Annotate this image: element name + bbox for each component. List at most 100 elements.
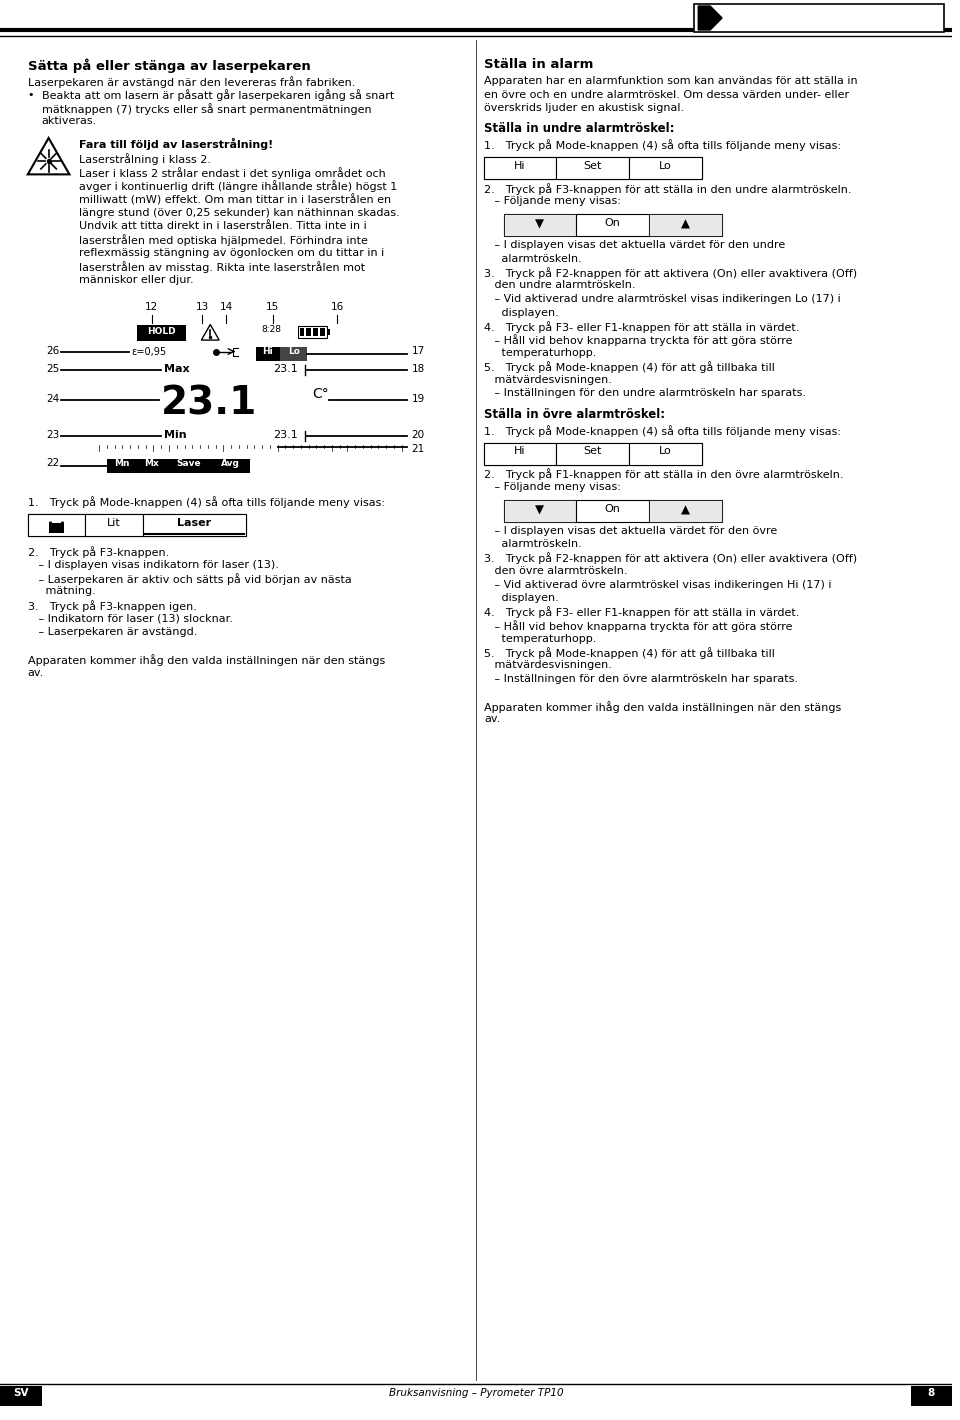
- Text: Laser i klass 2 strålar endast i det synliga området och: Laser i klass 2 strålar endast i det syn…: [80, 168, 386, 179]
- Text: 16: 16: [330, 302, 344, 312]
- Text: 8:28: 8:28: [262, 325, 282, 334]
- Bar: [649, 500, 722, 521]
- Text: Fara till följd av laserstrålning!: Fara till följd av laserstrålning!: [80, 138, 274, 151]
- Text: laserstrålen av misstag. Rikta inte laserstrålen mot: laserstrålen av misstag. Rikta inte lase…: [80, 261, 366, 274]
- Text: människor eller djur.: människor eller djur.: [80, 275, 194, 285]
- Text: Set: Set: [583, 160, 601, 170]
- Text: den undre alarmtröskeln.: den undre alarmtröskeln.: [484, 281, 636, 291]
- Bar: [484, 443, 702, 464]
- Text: Sätta på eller stänga av laserpekaren: Sätta på eller stänga av laserpekaren: [28, 58, 310, 72]
- Polygon shape: [698, 6, 722, 30]
- Text: SV: SV: [13, 1387, 29, 1399]
- Text: displayen.: displayen.: [484, 308, 559, 318]
- Text: mätning.: mätning.: [28, 586, 96, 596]
- Text: Bruksanvisning – Pyrometer TP10: Bruksanvisning – Pyrometer TP10: [389, 1387, 564, 1399]
- Bar: [49, 523, 64, 532]
- Bar: [108, 459, 137, 473]
- Text: ε=0,95: ε=0,95: [131, 346, 166, 356]
- Bar: [557, 158, 629, 179]
- Text: Beakta att om lasern är påsatt går laserpekaren igång så snart: Beakta att om lasern är påsatt går laser…: [41, 89, 394, 101]
- Polygon shape: [28, 138, 69, 175]
- Text: 23.1: 23.1: [160, 385, 257, 423]
- Bar: [504, 500, 722, 521]
- Bar: [300, 328, 304, 335]
- Text: 19: 19: [412, 395, 425, 405]
- Text: On: On: [604, 219, 620, 229]
- Text: – Indikatorn för laser (13) slocknar.: – Indikatorn för laser (13) slocknar.: [28, 613, 232, 623]
- Bar: [137, 325, 186, 341]
- Bar: [694, 4, 945, 33]
- Text: ▲: ▲: [681, 504, 690, 517]
- Text: – Inställningen för den undre alarmtröskeln har sparats.: – Inställningen för den undre alarmtrösk…: [484, 389, 806, 399]
- Text: Max: Max: [163, 365, 189, 375]
- Text: temperaturhopp.: temperaturhopp.: [484, 633, 596, 643]
- Text: – Laserpekaren är avstängd.: – Laserpekaren är avstängd.: [28, 628, 197, 638]
- Bar: [279, 346, 307, 361]
- Text: Avg: Avg: [221, 460, 240, 469]
- Bar: [210, 459, 250, 473]
- Text: ▼: ▼: [535, 219, 544, 231]
- Text: Ställa in undre alarmtröskel:: Ställa in undre alarmtröskel:: [484, 122, 675, 135]
- Text: 12: 12: [145, 302, 158, 312]
- Text: – Vid aktiverad undre alarmtröskel visas indikeringen Lo (17) i: – Vid aktiverad undre alarmtröskel visas…: [484, 294, 841, 304]
- Text: 8: 8: [927, 1387, 935, 1399]
- Text: av.: av.: [484, 714, 500, 724]
- Text: 2. Tryck på F3-knappen för att ställa in den undre alarmtröskeln.: 2. Tryck på F3-knappen för att ställa in…: [484, 183, 852, 195]
- Text: – Håll vid behov knapparna tryckta för att göra större: – Håll vid behov knapparna tryckta för a…: [484, 335, 793, 346]
- Text: milliwatt (mW) effekt. Om man tittar in i laserstrålen en: milliwatt (mW) effekt. Om man tittar in …: [80, 195, 392, 206]
- Text: – I displayen visas det aktuella värdet för den undre: – I displayen visas det aktuella värdet …: [484, 240, 785, 250]
- Text: av.: av.: [28, 667, 44, 677]
- Text: 1. Tryck på Mode-knappen (4) så ofta tills följande meny visas:: 1. Tryck på Mode-knappen (4) så ofta til…: [484, 139, 841, 152]
- Text: ▲: ▲: [681, 219, 690, 231]
- Text: Hi: Hi: [514, 446, 525, 456]
- Text: Hi: Hi: [514, 160, 525, 170]
- Text: 2. Tryck på F3-knappen.: 2. Tryck på F3-knappen.: [28, 547, 169, 558]
- Text: 5. Tryck på Mode-knappen (4) för att gå tillbaka till: 5. Tryck på Mode-knappen (4) för att gå …: [484, 648, 775, 659]
- Bar: [504, 214, 576, 236]
- Text: 1. Tryck på Mode-knappen (4) så ofta tills följande meny visas:: 1. Tryck på Mode-knappen (4) så ofta til…: [484, 425, 841, 437]
- Text: Lo: Lo: [288, 348, 300, 356]
- Text: 14: 14: [220, 302, 232, 312]
- Text: Mx: Mx: [144, 460, 159, 469]
- Text: avger i kontinuerlig drift (längre ihållande stråle) högst 1: avger i kontinuerlig drift (längre ihåll…: [80, 180, 397, 192]
- Text: Hi: Hi: [262, 348, 274, 356]
- Bar: [167, 459, 210, 473]
- Text: 3. Tryck på F2-knappen för att aktivera (On) eller avaktivera (Off): 3. Tryck på F2-knappen för att aktivera …: [484, 552, 857, 564]
- Bar: [629, 443, 702, 464]
- Text: C°: C°: [312, 386, 329, 400]
- Text: Laserpekaren är avstängd när den levereras från fabriken.: Laserpekaren är avstängd när den leverer…: [28, 77, 355, 88]
- Text: Ställa in övre alarmtröskel:: Ställa in övre alarmtröskel:: [484, 408, 665, 420]
- Text: 23.1: 23.1: [273, 365, 298, 375]
- Bar: [484, 443, 557, 464]
- Text: en övre och en undre alarmtröskel. Om dessa värden under- eller: en övre och en undre alarmtröskel. Om de…: [484, 89, 850, 99]
- Text: alarmtröskeln.: alarmtröskeln.: [484, 540, 582, 550]
- Text: – Inställningen för den övre alarmtröskeln har sparats.: – Inställningen för den övre alarmtröske…: [484, 674, 798, 684]
- Bar: [256, 346, 279, 361]
- Text: Lit: Lit: [108, 518, 121, 528]
- Text: temperaturhopp.: temperaturhopp.: [484, 348, 596, 358]
- Bar: [484, 158, 702, 179]
- Bar: [28, 514, 85, 535]
- Text: mätvärdesvisningen.: mätvärdesvisningen.: [484, 375, 612, 385]
- Text: – Håll vid behov knapparna tryckta för att göra större: – Håll vid behov knapparna tryckta för a…: [484, 621, 793, 632]
- Bar: [28, 514, 246, 535]
- Text: längre stund (över 0,25 sekunder) kan näthinnan skadas.: längre stund (över 0,25 sekunder) kan nä…: [80, 207, 400, 217]
- Bar: [504, 500, 576, 521]
- Text: Laser: Laser: [178, 518, 211, 528]
- Text: mätknappen (7) trycks eller så snart permanentmätningen: mätknappen (7) trycks eller så snart per…: [41, 104, 372, 115]
- Text: HOLD: HOLD: [147, 327, 176, 335]
- Bar: [629, 158, 702, 179]
- Text: 2. Tryck på F1-knappen för att ställa in den övre alarmtröskeln.: 2. Tryck på F1-knappen för att ställa in…: [484, 469, 844, 480]
- Text: 22: 22: [46, 459, 60, 469]
- Text: TROTEC: TROTEC: [726, 9, 805, 27]
- Text: •: •: [28, 89, 35, 99]
- Text: Save: Save: [176, 460, 201, 469]
- Text: Lo: Lo: [660, 446, 672, 456]
- Text: Mn: Mn: [114, 460, 130, 469]
- Text: Laserstrålning i klass 2.: Laserstrålning i klass 2.: [80, 153, 211, 165]
- Text: 20: 20: [412, 430, 424, 440]
- Text: överskrids ljuder en akustisk signal.: överskrids ljuder en akustisk signal.: [484, 104, 684, 114]
- Polygon shape: [202, 325, 219, 339]
- Text: laserstrålen med optiska hjälpmedel. Förhindra inte: laserstrålen med optiska hjälpmedel. För…: [80, 234, 369, 247]
- Text: 23: 23: [46, 430, 60, 440]
